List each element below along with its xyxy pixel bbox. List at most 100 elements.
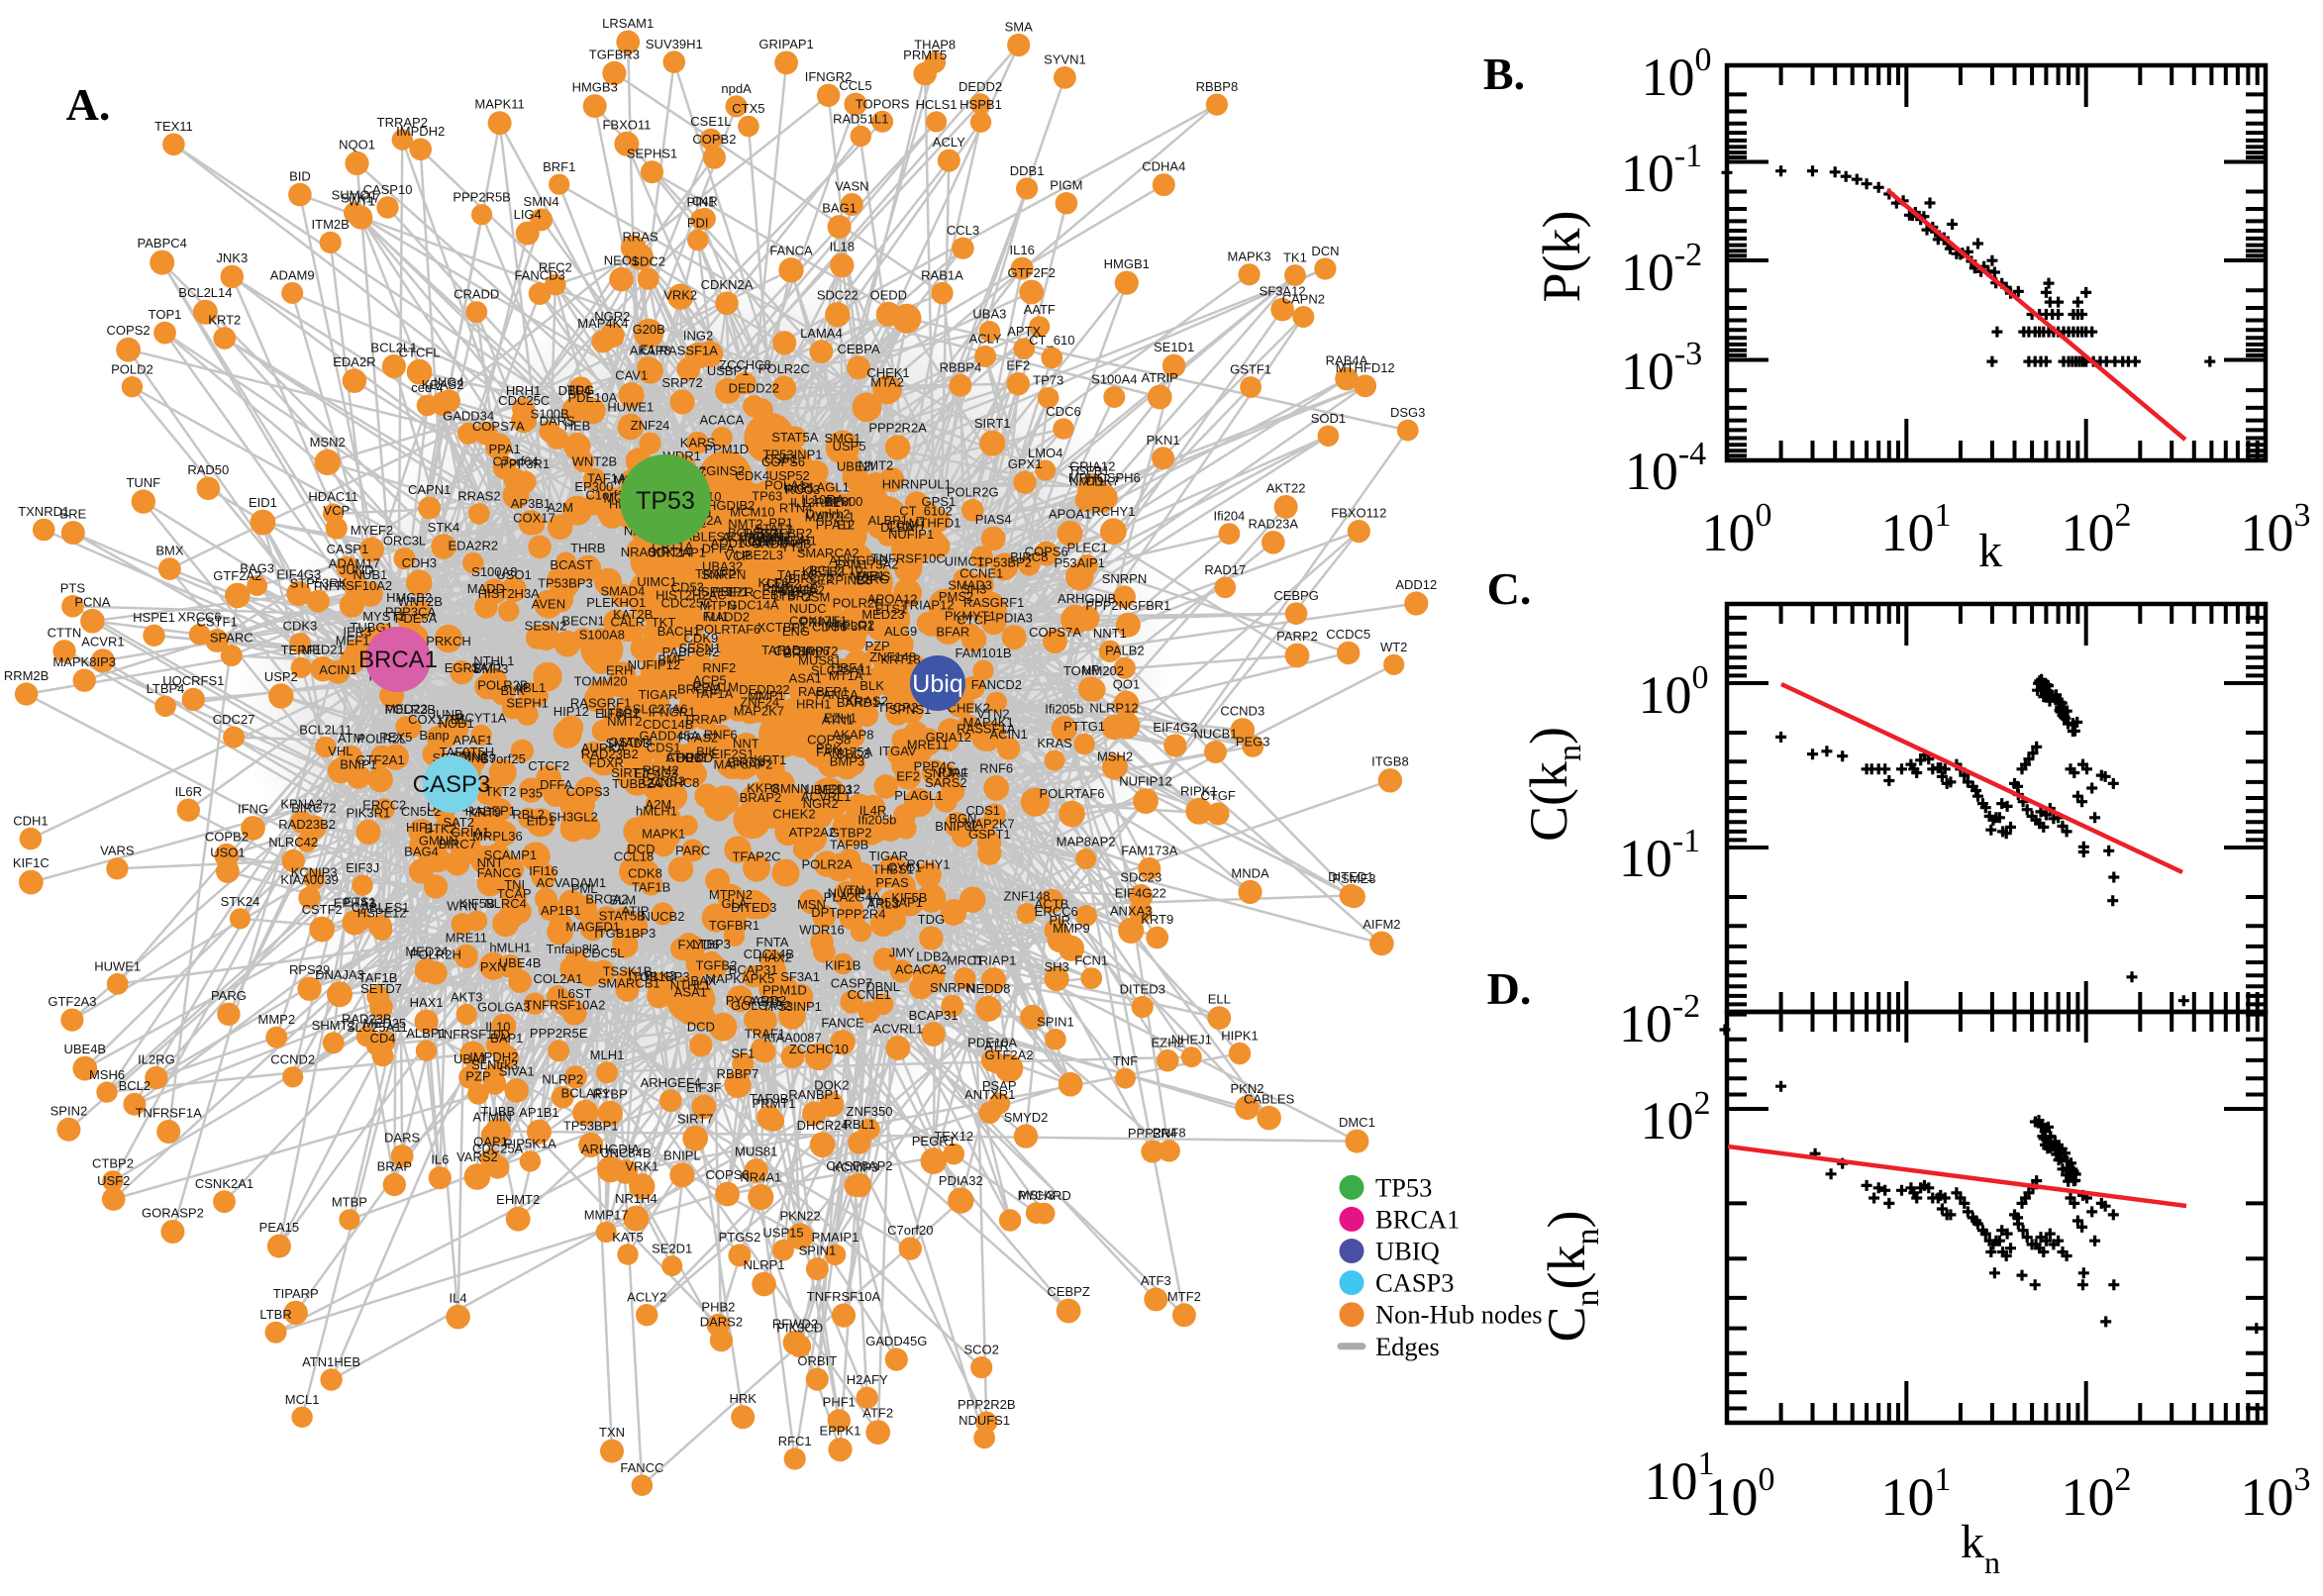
svg-text:CCDC5: CCDC5 bbox=[1326, 627, 1370, 642]
svg-text:ASA1: ASA1 bbox=[789, 671, 822, 686]
svg-text:SE1D1: SE1D1 bbox=[1154, 340, 1194, 354]
svg-text:TP53INP1: TP53INP1 bbox=[762, 999, 822, 1014]
svg-text:HAX2: HAX2 bbox=[758, 949, 792, 964]
svg-text:LDB2: LDB2 bbox=[916, 949, 949, 964]
svg-text:PEG3: PEG3 bbox=[1236, 735, 1270, 749]
svg-text:GINS2: GINS2 bbox=[706, 463, 745, 478]
svg-text:GRIA12: GRIA12 bbox=[1069, 458, 1115, 473]
svg-text:CASP8AP2: CASP8AP2 bbox=[826, 1158, 892, 1173]
svg-text:A.: A. bbox=[66, 79, 111, 130]
svg-text:PEX5: PEX5 bbox=[379, 730, 412, 745]
svg-text:DOK2: DOK2 bbox=[814, 1078, 849, 1093]
svg-text:S100A8: S100A8 bbox=[579, 628, 625, 643]
svg-text:SMA: SMA bbox=[1005, 19, 1034, 34]
svg-text:VRK2: VRK2 bbox=[663, 288, 697, 303]
svg-text:IL13RA1: IL13RA1 bbox=[790, 495, 841, 510]
svg-text:MAPK1: MAPK1 bbox=[642, 827, 685, 842]
svg-text:AATF: AATF bbox=[1024, 302, 1056, 317]
svg-text:FNTA: FNTA bbox=[756, 935, 788, 949]
svg-text:ACLY: ACLY bbox=[933, 135, 965, 150]
svg-text:MSN2: MSN2 bbox=[310, 435, 346, 449]
svg-text:PLEKHO1: PLEKHO1 bbox=[586, 595, 646, 610]
svg-text:UIMC1: UIMC1 bbox=[637, 574, 676, 589]
svg-text:PPA12: PPA12 bbox=[816, 518, 856, 533]
svg-text:NGR2: NGR2 bbox=[594, 309, 630, 324]
svg-text:PSME3: PSME3 bbox=[1332, 871, 1375, 886]
svg-text:PPA1: PPA1 bbox=[488, 442, 520, 456]
svg-text:ACTB: ACTB bbox=[1035, 897, 1069, 912]
svg-text:DDB1: DDB1 bbox=[1010, 163, 1045, 178]
svg-text:SAT1: SAT1 bbox=[471, 660, 503, 675]
svg-text:SPIN2: SPIN2 bbox=[50, 1103, 88, 1118]
svg-text:GLA: GLA bbox=[721, 896, 747, 911]
svg-text:NUB1: NUB1 bbox=[354, 567, 388, 582]
svg-text:BCL2: BCL2 bbox=[119, 1078, 152, 1093]
svg-text:CDH3: CDH3 bbox=[402, 555, 437, 570]
svg-text:PLA2G4A: PLA2G4A bbox=[824, 889, 881, 904]
svg-text:RTN4: RTN4 bbox=[779, 500, 813, 515]
svg-text:NHEJ1: NHEJ1 bbox=[1171, 1033, 1212, 1047]
svg-text:NUFIP1: NUFIP1 bbox=[828, 885, 873, 900]
svg-text:TUNF: TUNF bbox=[126, 475, 160, 490]
svg-text:10-2: 10-2 bbox=[1619, 988, 1700, 1053]
svg-text:MADD2: MADD2 bbox=[705, 610, 751, 625]
svg-text:PCYT1A: PCYT1A bbox=[456, 710, 507, 725]
svg-text:BLK: BLK bbox=[501, 683, 526, 698]
svg-text:TRRAP2: TRRAP2 bbox=[377, 115, 428, 130]
svg-text:IFI16: IFI16 bbox=[529, 863, 558, 878]
svg-text:ARHGDIB: ARHGDIB bbox=[1058, 591, 1116, 606]
svg-text:MSN: MSN bbox=[797, 897, 826, 912]
svg-text:GMNN: GMNN bbox=[770, 781, 810, 796]
svg-text:PPP2R5B: PPP2R5B bbox=[453, 190, 511, 205]
svg-text:ING5: ING5 bbox=[784, 480, 814, 495]
svg-text:FANCD3: FANCD3 bbox=[514, 268, 564, 283]
svg-text:DCD: DCD bbox=[687, 1020, 715, 1035]
svg-text:NOD1: NOD1 bbox=[439, 716, 474, 731]
svg-text:GOLGA3: GOLGA3 bbox=[477, 999, 530, 1014]
svg-text:ZCCHC10: ZCCHC10 bbox=[789, 1042, 849, 1056]
svg-text:NTHL1: NTHL1 bbox=[670, 977, 711, 992]
svg-text:DEDD: DEDD bbox=[676, 750, 713, 765]
svg-text:POLR2B: POLR2B bbox=[385, 702, 436, 717]
svg-text:DPT: DPT bbox=[811, 905, 837, 920]
svg-text:TAF1A: TAF1A bbox=[587, 470, 627, 485]
svg-text:TUBB2A: TUBB2A bbox=[612, 776, 662, 791]
svg-text:HRH1: HRH1 bbox=[796, 697, 831, 712]
svg-text:S100A8: S100A8 bbox=[471, 564, 517, 579]
svg-text:k: k bbox=[1978, 525, 2002, 577]
svg-text:TAF1A: TAF1A bbox=[694, 686, 734, 701]
svg-text:CABLES: CABLES bbox=[1244, 1091, 1295, 1106]
svg-text:RRAS2: RRAS2 bbox=[457, 489, 500, 504]
svg-text:DCN: DCN bbox=[1311, 244, 1339, 258]
svg-text:TRIAP1: TRIAP1 bbox=[971, 953, 1017, 968]
svg-text:TDG: TDG bbox=[918, 912, 945, 927]
svg-text:NLRP12: NLRP12 bbox=[1089, 700, 1138, 715]
svg-text:ETS1: ETS1 bbox=[344, 894, 376, 909]
svg-text:PPM1D: PPM1D bbox=[704, 442, 749, 456]
svg-text:MED23: MED23 bbox=[861, 607, 904, 622]
svg-text:TP53INP1: TP53INP1 bbox=[763, 447, 823, 461]
svg-text:RAD23B2: RAD23B2 bbox=[581, 747, 639, 761]
svg-text:KAT5: KAT5 bbox=[612, 1230, 644, 1245]
svg-text:ABL1: ABL1 bbox=[514, 680, 546, 695]
svg-text:CAV1: CAV1 bbox=[615, 368, 648, 383]
svg-text:VTN2: VTN2 bbox=[976, 707, 1009, 722]
svg-text:ACVADAM1: ACVADAM1 bbox=[722, 530, 792, 545]
svg-text:ANTXR1: ANTXR1 bbox=[964, 1087, 1015, 1102]
svg-text:HIP1: HIP1 bbox=[406, 820, 435, 835]
svg-text:CTCF: CTCF bbox=[957, 613, 991, 628]
svg-text:TNFRSF10A2: TNFRSF10A2 bbox=[525, 997, 606, 1012]
svg-text:GOLGA32: GOLGA32 bbox=[731, 998, 791, 1013]
svg-text:CCL5: CCL5 bbox=[839, 78, 871, 93]
svg-text:TK1: TK1 bbox=[1283, 250, 1307, 265]
svg-text:NUFIP12: NUFIP12 bbox=[1119, 774, 1171, 789]
svg-text:NEO1: NEO1 bbox=[604, 252, 639, 267]
svg-text:BIRC72: BIRC72 bbox=[788, 571, 834, 586]
svg-text:APOA1: APOA1 bbox=[1049, 506, 1091, 521]
svg-text:JMY: JMY bbox=[746, 536, 771, 550]
svg-text:CSTF2: CSTF2 bbox=[302, 902, 343, 917]
svg-text:MAGED1: MAGED1 bbox=[565, 919, 620, 934]
svg-text:SE2D1: SE2D1 bbox=[652, 1242, 692, 1256]
svg-text:MAP2K7: MAP2K7 bbox=[734, 703, 784, 718]
svg-text:NUDC: NUDC bbox=[789, 601, 827, 616]
